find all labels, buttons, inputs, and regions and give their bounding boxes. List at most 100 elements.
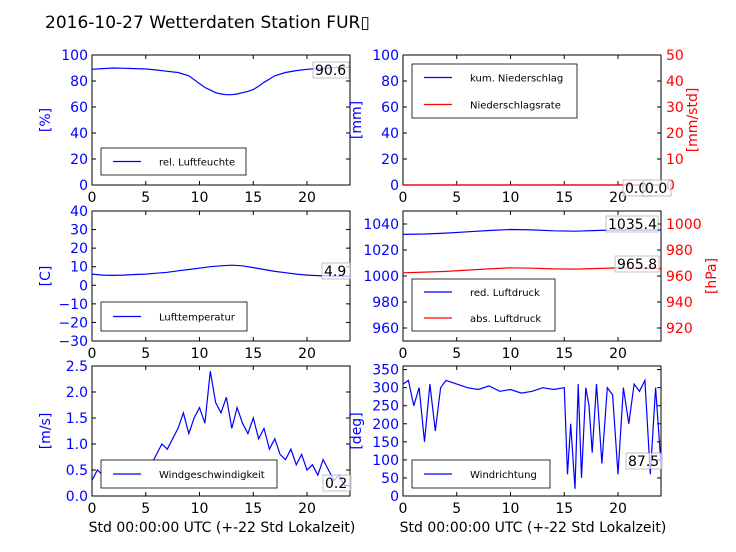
chart-panel-4: 0 5 10 15 20 960 980 1000 1020 1040 920 940 960 980 10… xyxy=(363,210,720,362)
chart-panel-3: 0 5 10 15 20 −30 −20 −10 0 10 20 30 40 [C] Lufttempera… xyxy=(38,204,351,362)
y-tick-label: 1.5 xyxy=(66,411,88,427)
x-tick-label: 15 xyxy=(244,190,262,206)
y-tick-label: 1000 xyxy=(363,269,399,285)
x-tick-label: 20 xyxy=(609,190,627,206)
legend: Windrichtung xyxy=(411,459,551,489)
y2-tick-label: 960 xyxy=(666,269,693,285)
y-tick-label: 150 xyxy=(372,435,399,451)
value-annotation-box xyxy=(642,179,672,197)
y-tick-label: 0.0 xyxy=(66,489,88,505)
x-tick-label: 20 xyxy=(609,346,627,362)
legend-label: kum. Niederschlag xyxy=(470,74,563,85)
x-tick-label: 15 xyxy=(555,501,573,517)
y-tick-label: 100 xyxy=(372,453,399,469)
legend: rel. Luftfeuchte xyxy=(100,147,247,176)
y-tick-label: 80 xyxy=(70,74,88,90)
value-annotation: 0.2 xyxy=(325,476,347,492)
y-tick-label: 20 xyxy=(70,241,88,257)
x-tick-label: 15 xyxy=(555,346,573,362)
x-tick-label: 5 xyxy=(141,346,150,362)
y2-tick-label: 920 xyxy=(666,321,693,337)
legend-label: Windgeschwindigkeit xyxy=(159,470,265,481)
x-tick-label: 0 xyxy=(88,346,97,362)
y-tick-label: 0 xyxy=(79,178,88,194)
y2-tick-label: 940 xyxy=(666,295,693,311)
value-annotation: 90.6 xyxy=(315,63,346,79)
figure-title: 2016-10-27 Wetterdaten Station FUR▯ xyxy=(45,13,370,33)
y-tick-label: −20 xyxy=(58,315,88,331)
chart-panel-2: 0510152002040608010001020304050[mm][mm/s… xyxy=(349,48,701,206)
y2-tick-label: 980 xyxy=(666,243,693,259)
value-annotation-box xyxy=(321,262,351,280)
y2-tick-label: 50 xyxy=(666,48,684,64)
y2-tick-label: 20 xyxy=(666,126,684,142)
y-tick-label: −10 xyxy=(58,297,88,313)
value-annotation: 87.5 xyxy=(628,454,659,470)
x-tick-label: 10 xyxy=(502,346,520,362)
y-axis-label: [mm] xyxy=(349,101,365,139)
y-tick-label: 2.0 xyxy=(66,385,88,401)
value-annotation: 0.0 xyxy=(625,181,647,197)
x-tick-label: 0 xyxy=(88,501,97,517)
x-tick-label: 0 xyxy=(399,190,408,206)
legend-label: abs. Luftdruck xyxy=(470,314,541,325)
y-tick-label: 40 xyxy=(70,126,88,142)
value-annotation-box xyxy=(625,452,663,470)
y-tick-label: 50 xyxy=(381,471,399,487)
x-axis-label-right: Std 00:00:00 UTC (+-22 Std Lokalzeit) xyxy=(400,520,667,536)
x-tick-label: 15 xyxy=(244,501,262,517)
y-tick-label: 0 xyxy=(390,178,399,194)
x-tick-label: 10 xyxy=(191,346,209,362)
y-axis-label: [m/s] xyxy=(38,413,54,450)
y2-tick-label: 40 xyxy=(666,74,684,90)
y-tick-label: 250 xyxy=(372,399,399,415)
plot-frame xyxy=(91,365,351,497)
legend: Windgeschwindigkeit xyxy=(100,459,278,489)
x-axis-label-left: Std 00:00:00 UTC (+-22 Std Lokalzeit) xyxy=(89,520,356,536)
value-annotation: 4.9 xyxy=(324,264,346,280)
y-tick-label: 80 xyxy=(381,74,399,90)
y-tick-label: 960 xyxy=(372,321,399,337)
plot-frame xyxy=(402,365,662,497)
legend: Lufttemperatur xyxy=(100,301,248,332)
y-axis-label: [%] xyxy=(38,108,54,132)
y-tick-label: 0.5 xyxy=(66,463,88,479)
x-tick-label: 0 xyxy=(399,346,408,362)
chart-panel-6: 0 5 10 15 20050100150200250300350[deg]Windri… xyxy=(349,363,663,517)
value-annotation: 0.0 xyxy=(645,181,667,197)
y-tick-label: 40 xyxy=(70,204,88,220)
x-tick-label: 20 xyxy=(298,346,316,362)
x-tick-label: 10 xyxy=(502,190,520,206)
x-tick-label: 5 xyxy=(141,190,150,206)
y-tick-label: 60 xyxy=(381,100,399,116)
x-tick-label: 20 xyxy=(298,501,316,517)
value-annotation-box xyxy=(322,474,352,492)
x-tick-label: 5 xyxy=(452,501,461,517)
legend-label: Windrichtung xyxy=(470,470,537,481)
y-tick-label: 20 xyxy=(381,152,399,168)
y-tick-label: 350 xyxy=(372,363,399,379)
y-tick-label: 100 xyxy=(61,48,88,64)
y-tick-label: 10 xyxy=(70,260,88,276)
x-tick-label: 10 xyxy=(191,501,209,517)
legend: kum. Niederschlag Niederschlagsrate xyxy=(411,63,578,119)
y2-tick-label: 1000 xyxy=(666,217,702,233)
y-tick-label: 300 xyxy=(372,381,399,397)
y-axis-label: [hPa] xyxy=(704,258,720,294)
y-tick-label: 200 xyxy=(372,417,399,433)
x-tick-label: 10 xyxy=(191,190,209,206)
x-tick-label: 0 xyxy=(88,190,97,206)
value-annotation-box xyxy=(605,215,659,233)
y-tick-label: 1040 xyxy=(363,217,399,233)
y-tick-label: 60 xyxy=(70,100,88,116)
y-tick-label: 30 xyxy=(70,223,88,239)
y-tick-label: 1.0 xyxy=(66,437,88,453)
y-tick-label: 40 xyxy=(381,126,399,142)
x-tick-label: 5 xyxy=(141,501,150,517)
chart-panel-5: 0 5 10 15 20 0.0 0.5 1.0 1.5 2.0 2.5 [m/s] Windgesch… xyxy=(38,359,352,517)
legend-box xyxy=(411,63,578,119)
y-tick-label: 1020 xyxy=(363,243,399,259)
legend: red. Luftdruck abs. Luftdruck xyxy=(411,278,556,332)
x-tick-label: 10 xyxy=(502,501,520,517)
y-tick-label: −30 xyxy=(58,334,88,350)
